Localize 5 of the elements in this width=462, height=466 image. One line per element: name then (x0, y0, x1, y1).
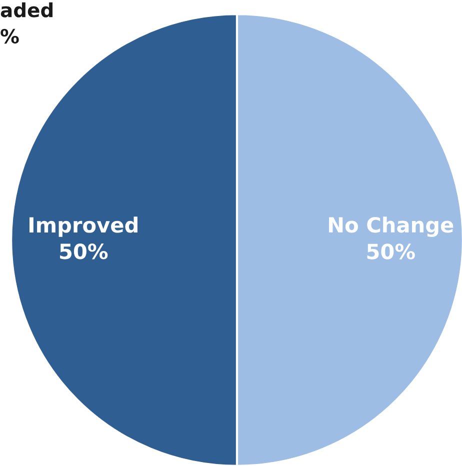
data-label: 50% (60, 244, 108, 260)
data-label: 50% (367, 244, 415, 260)
slice-label: No Change (329, 216, 454, 237)
text: aded % (0, 2, 53, 44)
slice-label: Improved (30, 216, 138, 237)
